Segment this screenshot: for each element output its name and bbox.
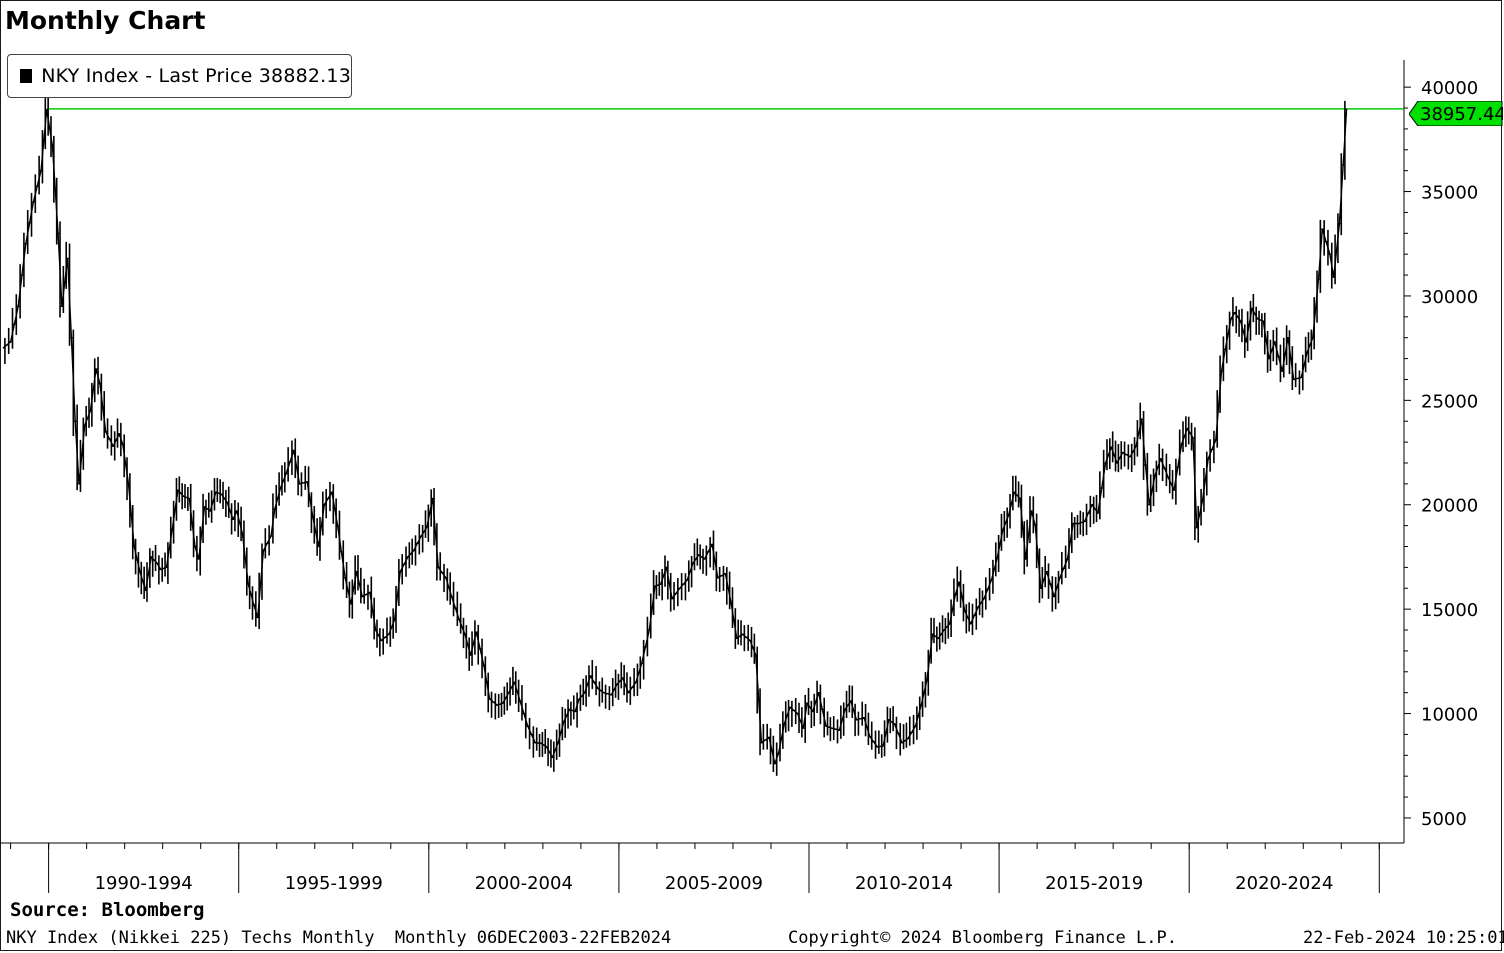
y-tick-label: 35000	[1421, 183, 1478, 204]
legend-label: NKY Index - Last Price 38882.13	[41, 65, 351, 87]
x-tick-label: 2005-2009	[665, 873, 763, 894]
last-value-tag: 38957.44	[1409, 101, 1503, 126]
footer-left: NKY Index (Nikkei 225) Techs Monthly Mon…	[6, 928, 672, 948]
footer-center: Copyright© 2024 Bloomberg Finance L.P.	[788, 928, 1177, 948]
legend-swatch	[20, 69, 33, 83]
x-tick-label: 1990-1994	[95, 873, 193, 894]
source-label: Source: Bloomberg	[10, 899, 205, 921]
y-tick-label: 30000	[1421, 287, 1478, 308]
y-tick-label: 40000	[1421, 78, 1478, 99]
x-tick-label: 2000-2004	[475, 873, 573, 894]
y-tick-label: 25000	[1421, 391, 1478, 412]
x-tick-label: 2020-2024	[1235, 873, 1333, 894]
price-line	[2, 108, 1348, 765]
x-tick-label: 1995-1999	[285, 873, 383, 894]
y-tick-label: 20000	[1421, 496, 1478, 517]
x-tick-label: 2015-2019	[1045, 873, 1143, 894]
footer-right: 22-Feb-2024 10:25:01	[1303, 928, 1504, 948]
tick-label-layer: 5000 10000 15000 20000 25000 30000 35000 40000 1…	[95, 78, 1479, 894]
last-value-tag-text: 38957.44	[1420, 104, 1503, 125]
x-tick-label: 2010-2014	[855, 873, 953, 894]
y-tick-label: 5000	[1421, 809, 1467, 830]
axes-layer	[0, 60, 1411, 893]
y-tick-label: 10000	[1421, 705, 1478, 726]
last-value-tag-shape	[1409, 101, 1503, 126]
series-layer	[2, 94, 1348, 776]
legend: NKY Index - Last Price 38882.13	[7, 54, 352, 98]
chart-title: Monthly Chart	[5, 6, 206, 35]
y-tick-label: 15000	[1421, 600, 1478, 621]
